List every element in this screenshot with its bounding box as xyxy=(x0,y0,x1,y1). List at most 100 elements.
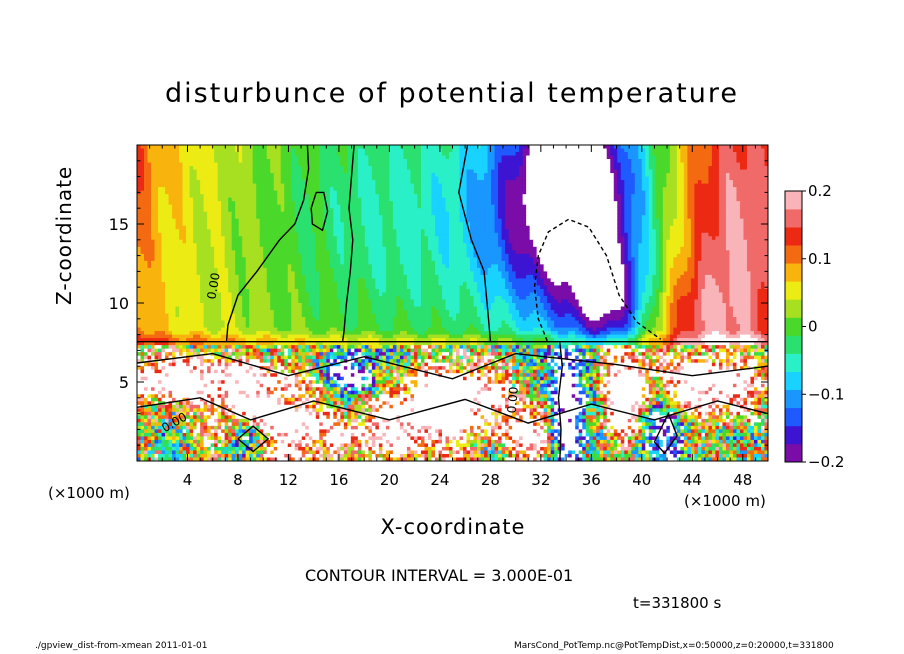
field-cell xyxy=(585,222,590,227)
field-cell xyxy=(540,229,545,234)
field-cell xyxy=(701,145,706,150)
field-cell xyxy=(413,173,419,178)
field-cell xyxy=(617,215,622,220)
field-cell xyxy=(361,211,366,216)
field-cell xyxy=(368,215,373,220)
field-cell xyxy=(764,148,768,153)
field-cell xyxy=(245,145,250,150)
field-cell xyxy=(396,190,401,195)
field-cell xyxy=(434,162,440,167)
field-cell xyxy=(214,155,219,160)
field-cell xyxy=(484,148,489,153)
field-cell xyxy=(168,173,173,178)
field-cell xyxy=(410,152,415,157)
field-cell xyxy=(470,169,475,174)
field-cell xyxy=(743,204,748,209)
field-cell xyxy=(147,176,152,181)
field-cell xyxy=(673,159,678,164)
field-cell xyxy=(477,173,482,178)
field-cell xyxy=(578,173,583,178)
field-cell xyxy=(666,197,671,202)
field-cell xyxy=(249,145,254,150)
field-cell xyxy=(210,239,215,244)
field-cell xyxy=(463,204,468,209)
field-cell xyxy=(396,222,401,227)
field-cell xyxy=(434,232,440,237)
field-cell xyxy=(463,218,468,223)
field-cell xyxy=(466,211,471,216)
field-cell xyxy=(375,145,380,150)
field-cell xyxy=(329,201,334,206)
field-cell xyxy=(445,155,450,160)
field-cell xyxy=(203,215,208,220)
field-cell xyxy=(491,232,496,237)
field-cell xyxy=(760,204,766,209)
field-cell xyxy=(175,180,180,185)
field-cell xyxy=(158,145,163,150)
field-cell xyxy=(343,211,348,216)
field-cell xyxy=(186,162,191,167)
field-cell xyxy=(662,173,667,178)
field-cell xyxy=(683,208,688,213)
field-cell xyxy=(396,152,401,157)
field-cell xyxy=(760,218,766,223)
field-cell xyxy=(186,215,191,220)
field-cell xyxy=(634,218,639,223)
field-cell xyxy=(606,176,611,181)
field-cell xyxy=(238,222,243,227)
field-cell xyxy=(441,229,447,234)
field-cell xyxy=(210,190,215,195)
field-cell xyxy=(470,208,475,213)
field-cell xyxy=(470,162,475,167)
field-cell xyxy=(228,204,233,209)
field-cell xyxy=(343,197,348,202)
field-cell xyxy=(764,232,768,237)
field-cell xyxy=(638,148,643,153)
field-cell xyxy=(568,155,573,160)
field-cell xyxy=(305,215,310,220)
field-cell xyxy=(477,236,482,241)
field-cell xyxy=(144,183,149,188)
field-cell xyxy=(210,152,215,157)
field-cell xyxy=(189,155,194,160)
field-cell xyxy=(606,162,611,167)
field-cell xyxy=(550,232,555,237)
field-cell xyxy=(207,180,212,185)
field-cell xyxy=(519,218,524,223)
field-cell xyxy=(750,190,755,195)
field-cell xyxy=(161,225,166,230)
field-cell xyxy=(259,148,264,153)
field-cell xyxy=(554,239,559,244)
field-cell xyxy=(168,204,173,209)
field-cell xyxy=(434,145,440,150)
field-cell xyxy=(389,180,394,185)
field-cell xyxy=(494,201,499,206)
field-cell xyxy=(662,152,667,157)
field-cell xyxy=(599,239,604,244)
field-cell xyxy=(452,173,457,178)
field-cell xyxy=(238,232,243,237)
field-cell xyxy=(613,145,618,150)
field-cell xyxy=(547,169,552,174)
field-cell xyxy=(519,190,524,195)
field-cell xyxy=(473,204,478,209)
field-cell xyxy=(357,225,362,230)
field-cell xyxy=(158,236,163,241)
field-cell xyxy=(403,229,408,234)
field-cell xyxy=(284,145,289,150)
field-cell xyxy=(378,197,383,202)
field-cell xyxy=(252,145,257,150)
field-cell xyxy=(329,211,334,216)
field-cell xyxy=(406,239,412,244)
field-cell xyxy=(494,162,499,167)
field-cell xyxy=(708,166,713,171)
field-cell xyxy=(515,225,520,230)
field-cell xyxy=(238,162,243,167)
field-cell xyxy=(182,225,187,230)
field-cell xyxy=(739,187,745,192)
field-cell xyxy=(256,155,261,160)
field-cell xyxy=(161,197,166,202)
field-cell xyxy=(550,145,555,150)
field-cell xyxy=(568,159,573,164)
field-cell xyxy=(249,239,254,244)
